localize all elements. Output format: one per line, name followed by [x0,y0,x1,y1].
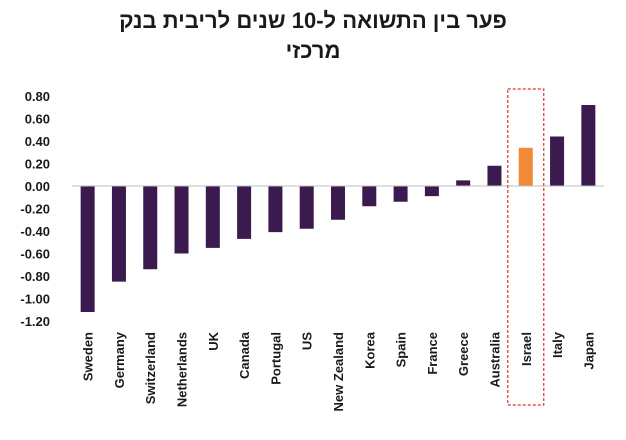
bar-france [424,186,439,197]
y-tick-label: -0.20 [20,202,50,217]
bar-switzerland [143,186,158,270]
bar-sweden [80,186,95,312]
x-tick-label: Spain [394,332,409,367]
x-tick-label: Netherlands [175,332,190,407]
y-axis-ticks: 0.80 0.60 0.40 0.20 0.00 -0.20 -0.40 -0.60 -0.80… [20,89,50,329]
bar-canada [237,186,252,239]
x-tick-label: France [425,332,440,375]
y-tick-label: -1.00 [20,292,50,307]
y-tick-label: -1.20 [20,314,50,329]
bar-new-zealand [331,186,345,220]
x-tick-label: Portugal [268,332,283,385]
y-tick-label: -0.80 [20,269,50,284]
chart-title-line-2: מרכזי [286,38,341,63]
x-tick-label: Japan [581,332,596,370]
bar-korea [362,186,377,207]
highlight-box [507,88,545,406]
x-tick-label: Israel [519,332,534,366]
chart-title-line-1: פער בין התשואה ל-10 שנים לריבית בנק [119,8,507,33]
bar-greece [456,180,471,187]
bar-israel [518,147,533,186]
x-tick-label: New Zealand [331,332,346,412]
y-tick-label: 0.80 [25,89,50,104]
y-tick-label: 0.20 [25,157,50,172]
y-tick-label: 0.40 [25,134,50,149]
x-tick-label: UK [206,331,221,350]
x-tick-label: Sweden [81,332,96,381]
bar-portugal [268,186,283,233]
x-axis-ticks: Sweden Germany Switzerland Netherlands UK Can… [81,331,597,411]
x-tick-label: US [300,332,315,350]
x-tick-label: Germany [112,331,127,388]
y-tick-label: 0.00 [25,179,50,194]
x-tick-label: Korea [362,331,377,369]
bar-netherlands [174,186,189,254]
x-tick-label: Italy [550,331,565,358]
y-tick-label: -0.60 [20,247,50,262]
x-tick-label: Canada [237,331,252,379]
bar-japan [581,105,596,186]
bar-australia [487,165,502,186]
y-tick-label: -0.40 [20,224,50,239]
x-tick-label: Australia [487,331,502,387]
bar-italy [550,136,565,186]
y-tick-label: 0.60 [25,112,50,127]
bar-spain [393,186,408,202]
bars [80,105,596,312]
bar-germany [111,186,126,282]
x-tick-label: Switzerland [143,332,158,404]
bar-us [299,186,314,229]
x-tick-label: Greece [456,332,471,376]
bar-uk [205,186,220,248]
